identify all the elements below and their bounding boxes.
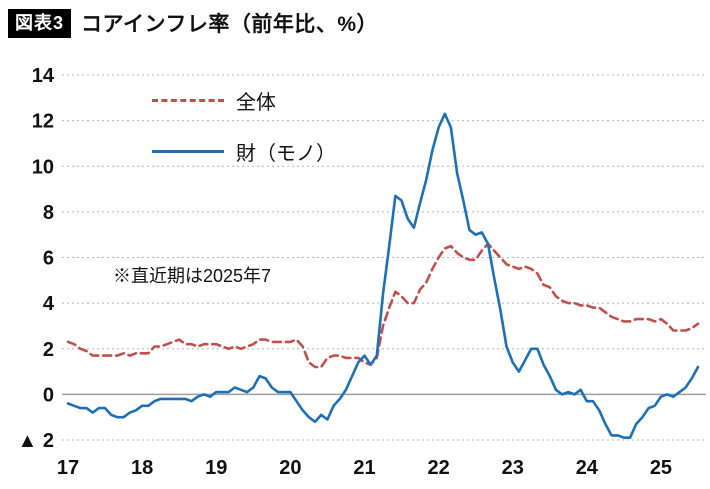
y-tick-label: 6 xyxy=(43,248,54,270)
y-tick-label: 10 xyxy=(32,156,54,178)
x-tick-label: 17 xyxy=(57,457,79,479)
chart-legend: 全体 財（モノ） xyxy=(152,86,336,166)
x-tick-label: 21 xyxy=(353,457,375,479)
y-tick-label: 14 xyxy=(32,65,55,87)
figure-header: 図表3 コアインフレ率（前年比、%） xyxy=(8,8,378,38)
x-tick-label: 23 xyxy=(502,457,524,479)
y-tick-label: 2 xyxy=(43,339,54,361)
annotation-note: ※直近期は2025年7 xyxy=(113,266,272,286)
y-tick-label: 4 xyxy=(43,293,55,315)
legend-label-overall: 全体 xyxy=(236,92,276,114)
legend-line-sample-overall xyxy=(152,99,224,102)
figure-number-badge: 図表3 xyxy=(8,8,72,38)
legend-item-overall: 全体 xyxy=(152,86,336,115)
chart-area: ▲ 2 0 2 4 6 8 10 12 14 17 18 19 20 21 22 23 24 25 全体 財（モノ… xyxy=(0,50,710,489)
y-tick-label: ▲ 2 xyxy=(18,430,54,452)
x-tick-label: 19 xyxy=(205,457,227,479)
x-tick-label: 24 xyxy=(576,457,599,479)
y-tick-label: 8 xyxy=(43,202,54,224)
figure-title: コアインフレ率（前年比、%） xyxy=(81,13,379,36)
legend-line-sample-goods xyxy=(152,150,224,153)
y-tick-label: 0 xyxy=(43,384,54,406)
legend-label-goods: 財（モノ） xyxy=(236,143,336,165)
x-tick-label: 20 xyxy=(279,457,301,479)
series-line-0 xyxy=(66,242,700,369)
x-tick-label: 18 xyxy=(131,457,153,479)
series-line-1 xyxy=(66,112,700,440)
x-tick-label: 25 xyxy=(650,457,672,479)
x-tick-label: 22 xyxy=(427,457,449,479)
legend-item-goods: 財（モノ） xyxy=(152,137,336,166)
y-tick-label: 12 xyxy=(32,111,54,133)
